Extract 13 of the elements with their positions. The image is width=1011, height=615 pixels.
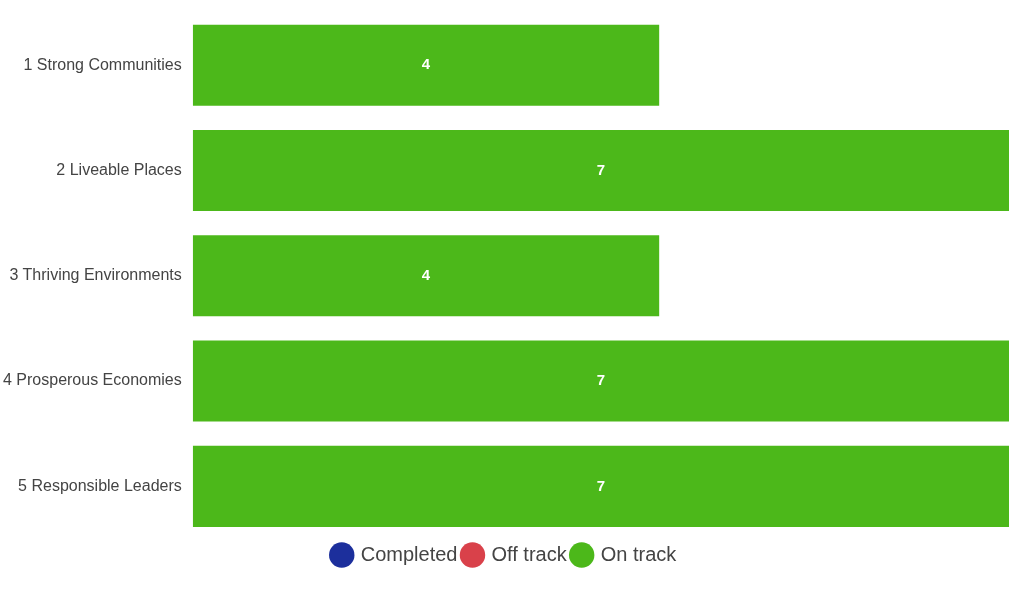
y-tick-label: 4 Prosperous Economies <box>2 371 182 389</box>
y-tick-label: 2 Liveable Places <box>56 160 182 178</box>
legend-label: Completed <box>360 542 458 565</box>
data-label: 7 <box>596 371 606 389</box>
data-label: 7 <box>596 476 606 494</box>
y-tick-label: 5 Responsible Leaders <box>18 476 182 494</box>
y-tick-label: 3 Thriving Environments <box>9 266 182 284</box>
y-tick-label: 1 Strong Communities <box>23 55 182 73</box>
data-label: 7 <box>596 160 606 178</box>
legend-label: Off track <box>491 542 568 565</box>
data-label: 4 <box>421 55 431 73</box>
data-label: 4 <box>421 265 431 283</box>
legend-label: On track <box>600 542 678 565</box>
